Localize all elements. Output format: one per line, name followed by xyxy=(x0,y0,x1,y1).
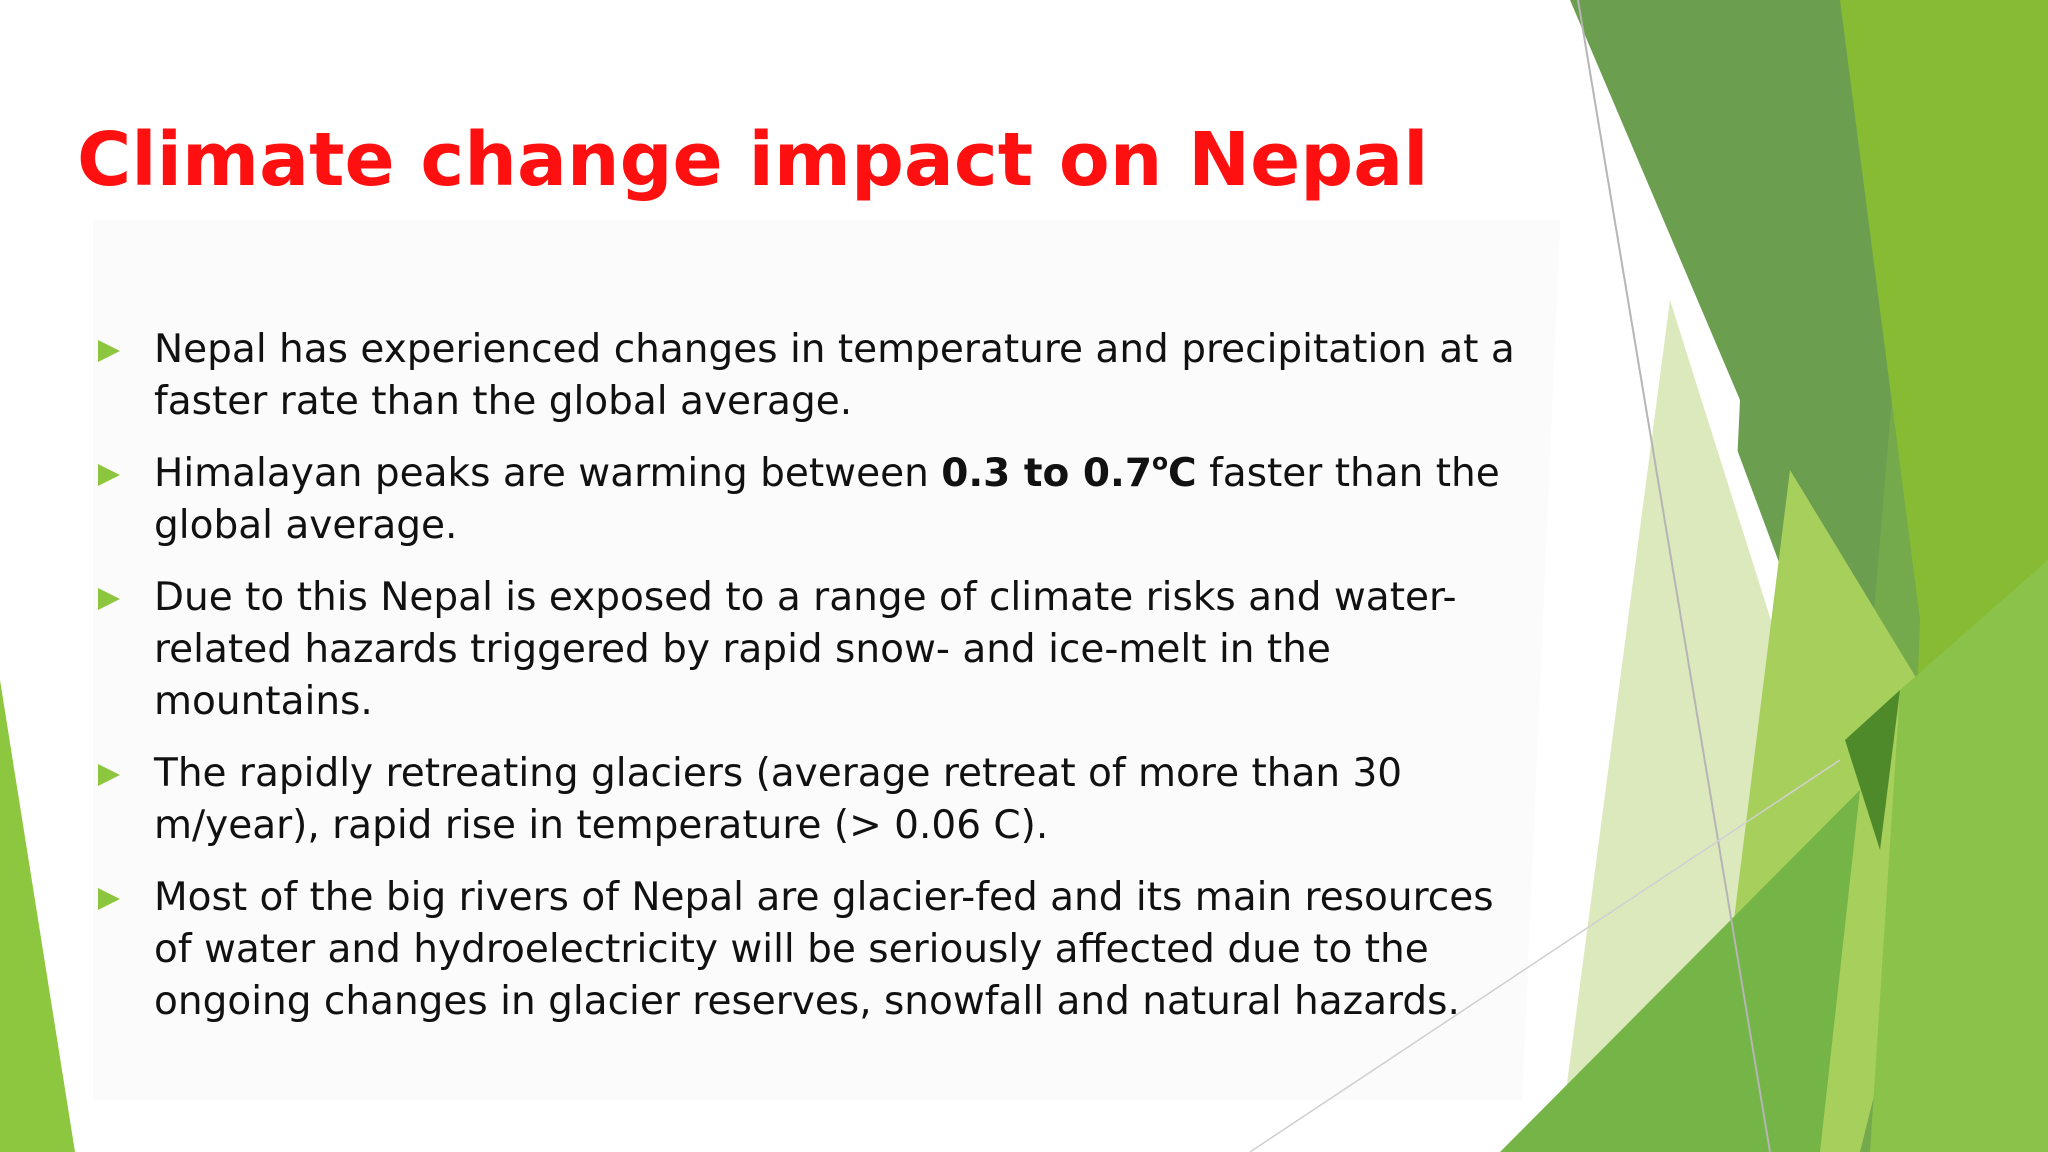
bullet-item: Himalayan peaks are warming between 0.3 … xyxy=(98,448,1518,552)
bullet-text: Nepal has experienced changes in tempera… xyxy=(154,327,1515,424)
triangle-bullet-icon xyxy=(98,464,120,486)
temperature-range: 0.3 to 0.7 xyxy=(941,451,1152,496)
bullet-text-after: faster than the global average. xyxy=(154,451,1500,548)
triangle-bullet-icon xyxy=(98,340,120,362)
content-panel xyxy=(93,220,1573,1100)
bullet-text: Most of the big rivers of Nepal are glac… xyxy=(154,875,1494,1024)
green-facet-bottom xyxy=(1500,790,1860,1152)
bullet-text: Due to this Nepal is exposed to a range … xyxy=(154,575,1457,724)
bullet-item: The rapidly retreating glaciers (average… xyxy=(98,748,1518,852)
green-facet-deep xyxy=(1845,690,1900,850)
triangle-bullet-icon xyxy=(98,764,120,786)
degree-superscript: o xyxy=(1151,447,1169,476)
thin-crossing-line xyxy=(1249,759,1841,1152)
bullet-item: Due to this Nepal is exposed to a range … xyxy=(98,572,1518,728)
bullet-item: Most of the big rivers of Nepal are glac… xyxy=(98,872,1518,1028)
bullet-list: Nepal has experienced changes in tempera… xyxy=(98,324,1518,1048)
triangle-bullet-icon xyxy=(98,588,120,610)
temperature-unit: C xyxy=(1168,451,1197,496)
green-facet-bright xyxy=(1870,560,2048,1152)
slide-title: Climate change impact on Nepal xyxy=(77,117,1429,203)
green-left-corner-accent xyxy=(0,680,75,1152)
triangle-bullet-icon xyxy=(98,888,120,910)
thin-diagonal-line xyxy=(1577,0,1771,1152)
bullet-text: The rapidly retreating glaciers (average… xyxy=(154,751,1403,848)
bullet-item: Nepal has experienced changes in tempera… xyxy=(98,324,1518,428)
bullet-text-before: Himalayan peaks are warming between xyxy=(154,451,942,496)
